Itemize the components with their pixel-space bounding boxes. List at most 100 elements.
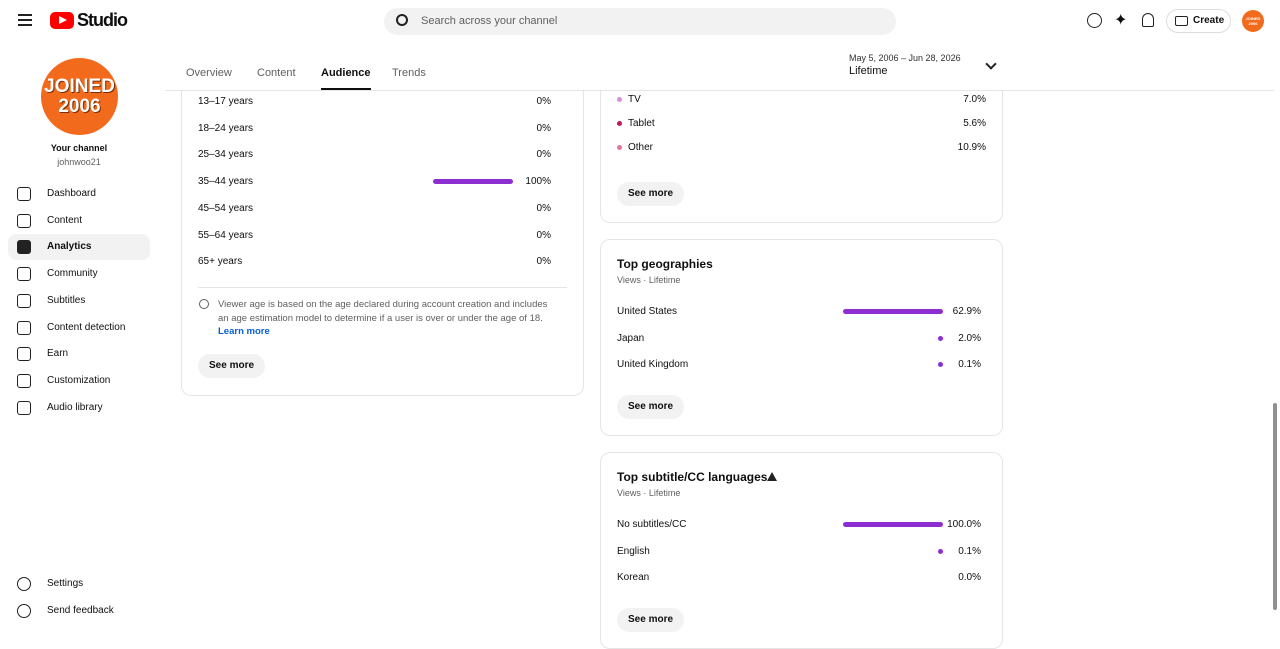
nav-icon <box>17 400 31 415</box>
row-label: 65+ years <box>198 256 243 268</box>
row: TV 7.0% <box>601 92 1002 108</box>
nav-item[interactable]: Subtitles <box>8 288 150 314</box>
row-label: Japan <box>617 332 645 344</box>
nav-item[interactable]: Content <box>8 208 150 234</box>
search-box[interactable]: Search across your channel <box>384 8 896 35</box>
nav-icon <box>17 293 31 308</box>
bar <box>433 179 513 185</box>
avatar-line: 2006 <box>58 96 101 117</box>
row-value: 0.1% <box>958 545 981 557</box>
bar <box>843 309 943 314</box>
bar <box>938 548 943 554</box>
nav-icon <box>17 187 31 201</box>
nav-icon <box>17 240 31 255</box>
row-label: Tablet <box>628 118 655 129</box>
channel-avatar[interactable]: JOINED 2006 <box>41 58 118 135</box>
row-label: 45–54 years <box>198 202 254 214</box>
nav-label: Customization <box>47 374 111 386</box>
row-value: 7.0% <box>963 94 986 105</box>
row-label: TV <box>628 94 641 105</box>
nav-item[interactable]: Community <box>8 261 150 287</box>
note-text: Viewer age is based on the age declared … <box>218 299 548 324</box>
legend-dot <box>617 145 622 150</box>
avatar-line: JOINED <box>44 76 115 97</box>
row-label: Other <box>628 142 654 153</box>
row-label: 35–44 years <box>198 176 254 188</box>
account-avatar[interactable]: JOINED 2006 <box>1242 10 1264 32</box>
card-subtitle: Views · Lifetime <box>617 488 681 498</box>
nav-item[interactable]: Settings <box>8 571 150 597</box>
nav-item[interactable]: Earn <box>8 341 150 367</box>
row-value: 0% <box>536 256 551 268</box>
row: Other 10.9% <box>601 140 1002 156</box>
row: Korean 0.0% <box>601 570 1002 586</box>
nav-label: Analytics <box>47 241 92 253</box>
nav-label: Content detection <box>47 321 126 333</box>
help-button[interactable] <box>1087 13 1102 28</box>
avatar-line: 2006 <box>1248 21 1258 26</box>
nav-item[interactable]: Analytics <box>8 234 150 261</box>
devices-card: TV 7.0% Tablet 5.6% Other 10.9% See more <box>600 91 1003 223</box>
bar <box>938 335 943 341</box>
date-dropdown[interactable] <box>985 58 997 70</box>
row: 18–24 years 0% <box>182 121 583 137</box>
row-label: United States <box>617 306 678 317</box>
row-value: 0% <box>536 149 551 161</box>
row-value: 100% <box>525 176 551 188</box>
create-button[interactable]: Create <box>1166 9 1231 33</box>
nav-item[interactable]: Dashboard <box>8 181 150 207</box>
bar <box>938 362 943 368</box>
card-subtitle: Views · Lifetime <box>617 275 681 285</box>
nav-item[interactable]: Content detection <box>8 315 150 341</box>
nav-icon <box>17 213 31 228</box>
nav-label: Earn <box>47 348 69 360</box>
divider <box>198 287 567 288</box>
subtitles-card: Top subtitle/CC languages Views · Lifetim… <box>600 452 1003 649</box>
row: United States 62.9% <box>601 304 1002 320</box>
age-card: 13–17 years 0% 18–24 years 0% 25–34 years 0% 3… <box>181 91 584 396</box>
logo-text[interactable]: Studio <box>77 10 128 30</box>
learn-more[interactable]: Learn more <box>218 326 270 337</box>
row-label: Korean <box>617 572 650 584</box>
nav-icon <box>17 577 31 591</box>
age-note: Viewer age is based on the age declared … <box>218 298 548 339</box>
nav-icon <box>17 267 31 282</box>
legend-dot <box>617 121 622 126</box>
row-value: 2.0% <box>958 332 981 344</box>
scrollbar-thumb[interactable] <box>1273 403 1277 610</box>
tab[interactable]: Audience <box>321 67 371 90</box>
page: Studio Search across your channel ✦ Crea… <box>8 8 1277 649</box>
card-title: Top subtitle/CC languages <box>617 470 768 484</box>
row-value: 0% <box>536 96 551 107</box>
see-more-button[interactable]: See more <box>617 608 685 632</box>
nav-icon <box>17 320 31 335</box>
row-value: 0.0% <box>958 572 981 584</box>
nav-item[interactable]: Send feedback <box>8 598 150 624</box>
row-value: 10.9% <box>957 142 986 153</box>
warning-icon <box>767 472 777 481</box>
create-label: Create <box>1193 15 1225 26</box>
see-more-button[interactable]: See more <box>198 354 266 378</box>
nav-label: Settings <box>47 578 84 589</box>
nav-item[interactable]: Audio library <box>8 395 150 421</box>
tab[interactable]: Trends <box>392 67 426 79</box>
nav-icon <box>17 603 31 618</box>
row: Tablet 5.6% <box>601 116 1002 132</box>
menu-button[interactable] <box>18 14 32 26</box>
tab[interactable]: Content <box>257 67 296 79</box>
info-icon <box>199 299 209 309</box>
see-more-button[interactable]: See more <box>617 395 685 419</box>
channel-handle: johnwoo21 <box>57 157 101 167</box>
notifications-button[interactable] <box>1142 13 1154 27</box>
tabs-divider <box>165 90 1274 91</box>
date-range-label: Lifetime <box>849 65 888 77</box>
row-value: 0% <box>536 229 551 241</box>
nav-label: Audio library <box>47 401 103 413</box>
row-value: 100.0% <box>947 519 981 530</box>
search-icon <box>396 14 408 26</box>
tab[interactable]: Overview <box>186 67 232 79</box>
row: English 0.1% <box>601 544 1002 560</box>
ai-button[interactable]: ✦ <box>1114 12 1128 29</box>
see-more-button[interactable]: See more <box>617 182 685 206</box>
nav-item[interactable]: Customization <box>8 368 150 394</box>
